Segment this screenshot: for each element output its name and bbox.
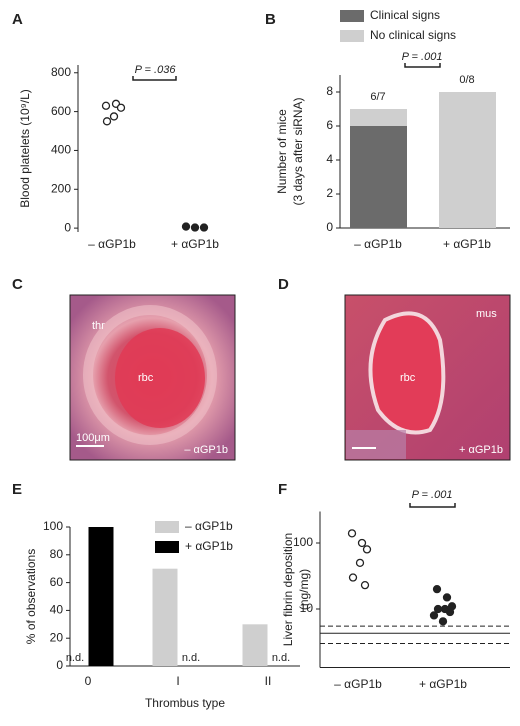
y-tick-label: 100 [293, 535, 313, 549]
data-point [429, 611, 439, 620]
x-tick-label: 0 [85, 674, 92, 688]
legend-label: No clinical signs [370, 28, 456, 42]
data-point [347, 529, 357, 538]
x-tick-label: + αGP1b [171, 237, 219, 251]
micrograph-label: mus [476, 308, 497, 320]
x-tick-label: – αGP1b [334, 677, 382, 691]
bar-segment [439, 92, 496, 228]
legend-label: – αGP1b [185, 519, 233, 533]
y-tick-label: 200 [51, 181, 71, 195]
data-point [445, 607, 455, 617]
value-label: n.d. [66, 652, 84, 664]
y-axis-label: Blood platelets (10⁹/L) [18, 89, 32, 208]
panel-letter: B [265, 11, 276, 28]
y-axis-label: Liver fibrin deposition [281, 533, 295, 646]
y-tick-label: 600 [51, 104, 71, 118]
y-tick-label: 100 [43, 519, 63, 533]
legend-swatch [155, 541, 179, 553]
panel-letter: C [12, 276, 23, 293]
data-point [442, 593, 452, 602]
value-label: n.d. [182, 652, 200, 664]
y-tick-label: 10 [300, 601, 314, 615]
legend-label: + αGP1b [185, 539, 233, 553]
micrograph-c: thr rbc 100μm – αGP1b [69, 294, 236, 461]
y-tick-label: 40 [50, 603, 64, 617]
bar [88, 527, 114, 666]
bracket [132, 76, 177, 81]
bracket [409, 503, 456, 508]
y-axis-label: % of observations [24, 549, 38, 644]
legend-swatch [340, 30, 364, 42]
data-point [362, 545, 372, 554]
panel-letter: E [12, 481, 22, 498]
bar-segment [350, 126, 407, 228]
scale-label: 100μm [76, 432, 110, 444]
y-tick-label: 800 [51, 65, 71, 79]
x-tick-label: I [176, 674, 179, 688]
y-tick-label: 20 [50, 630, 64, 644]
y-tick-label: 4 [326, 152, 333, 166]
y-tick-label: 6 [326, 118, 333, 132]
y-tick-label: 80 [50, 547, 64, 561]
x-tick-label: + αGP1b [419, 677, 467, 691]
data-point [433, 604, 443, 614]
y-tick-label: 2 [326, 186, 333, 200]
panel-letter: A [12, 11, 23, 28]
x-tick-label: – αGP1b [88, 237, 136, 251]
data-point [432, 584, 442, 594]
micrograph-d: mus rbc + αGP1b [344, 294, 511, 461]
x-tick-label: II [265, 674, 272, 688]
bar-label: 0/8 [459, 74, 474, 86]
x-tick-label: – αGP1b [354, 237, 402, 251]
p-value: P = .001 [412, 489, 453, 501]
value-label: n.d. [272, 652, 290, 664]
micrograph-label: + αGP1b [459, 444, 503, 456]
y-axis-label: Number of mice [275, 109, 289, 194]
legend-label: Clinical signs [370, 8, 440, 22]
x-tick-label: + αGP1b [443, 237, 491, 251]
data-point [438, 617, 448, 626]
data-point [190, 223, 200, 232]
bracket [404, 63, 441, 68]
micrograph-label: thr [92, 320, 105, 332]
bar-segment [350, 109, 407, 126]
panel-letter: D [278, 276, 289, 293]
data-point [199, 223, 209, 232]
micrograph-label: rbc [138, 372, 154, 384]
data-point [102, 117, 112, 126]
y-tick-label: 0 [326, 220, 333, 234]
data-point [109, 112, 119, 121]
p-value: P = .036 [135, 64, 177, 76]
y-tick-label: 0 [64, 220, 71, 234]
p-value: P = .001 [402, 51, 443, 63]
y-tick-label: 60 [50, 575, 64, 589]
data-point [360, 580, 370, 590]
legend-swatch [340, 10, 364, 22]
y-tick-label: 0 [56, 658, 63, 672]
data-point [348, 573, 358, 582]
micrograph-label: – αGP1b [184, 444, 228, 456]
y-tick-label: 8 [326, 84, 333, 98]
legend-swatch [155, 521, 179, 533]
panel-letter: F [278, 481, 287, 498]
y-axis-label: (ng/mg) [297, 569, 311, 610]
bar [242, 624, 268, 666]
data-point [181, 222, 191, 231]
y-tick-label: 400 [51, 143, 71, 157]
x-axis-label: Thrombus type [145, 696, 225, 710]
micrograph-label: rbc [400, 372, 416, 384]
data-point [116, 103, 126, 112]
y-axis-label: (3 days after siRNA) [291, 97, 305, 205]
bar [152, 568, 178, 666]
bar-label: 6/7 [370, 91, 385, 103]
data-point [355, 558, 365, 568]
data-point [357, 538, 367, 548]
data-point [101, 101, 111, 110]
